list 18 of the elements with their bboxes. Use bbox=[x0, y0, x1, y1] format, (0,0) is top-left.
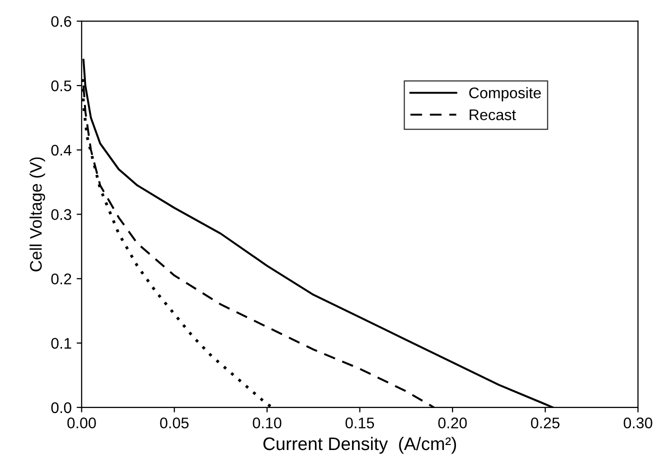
y-tick-label: 0.0 bbox=[51, 402, 72, 414]
x-tick-label: 0.05 bbox=[160, 418, 189, 428]
legend-label: Recast bbox=[470, 110, 516, 120]
y-tick-label: 0.5 bbox=[51, 80, 72, 92]
x-tick-label: 0.20 bbox=[438, 418, 467, 428]
x-tick-label: 0.30 bbox=[624, 418, 652, 428]
x-tick-label: 0.00 bbox=[67, 418, 96, 428]
x-tick-label: 0.10 bbox=[252, 418, 282, 428]
legend-label: Composite bbox=[469, 87, 541, 102]
y-axis-title: Cell Voltage (V) bbox=[30, 157, 46, 272]
y-tick-label: 0.2 bbox=[51, 274, 72, 284]
x-tick-label: 0.25 bbox=[530, 418, 560, 428]
y-tick-label: 0.6 bbox=[51, 16, 72, 27]
x-axis-title: Current Density (A/cm²) bbox=[263, 436, 456, 454]
x-tick-label: 0.15 bbox=[346, 418, 374, 428]
y-tick-label: 0.4 bbox=[51, 144, 72, 156]
y-tick-label: 0.1 bbox=[51, 338, 72, 349]
y-tick-label: 0.3 bbox=[51, 209, 72, 220]
